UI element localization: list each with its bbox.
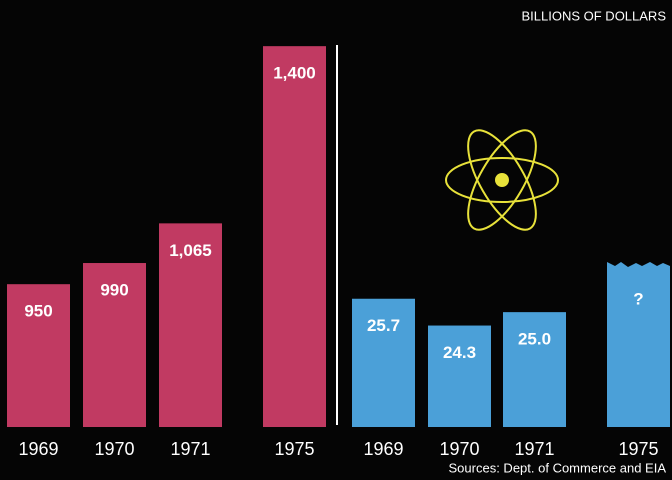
value-label: 990 (100, 281, 128, 300)
x-tick-label: 1970 (439, 439, 479, 459)
value-label: 1,400 (273, 64, 316, 83)
bar (263, 46, 326, 427)
atom-icon (445, 129, 559, 231)
value-label: 25.7 (367, 316, 400, 335)
bar (503, 312, 566, 427)
x-tick-label: 1969 (18, 439, 58, 459)
x-tick-label: 1971 (170, 439, 210, 459)
x-tick-label: 1971 (514, 439, 554, 459)
bar (83, 263, 146, 427)
bar (7, 284, 70, 427)
value-label: 25.0 (518, 330, 551, 349)
x-tick-label: 1975 (618, 439, 658, 459)
bar (428, 325, 491, 427)
bar (159, 223, 222, 427)
source-note: Sources: Dept. of Commerce and EIA (449, 460, 667, 475)
value-label: ? (633, 289, 643, 308)
value-label: 24.3 (443, 343, 476, 362)
bar (352, 298, 415, 427)
unknown-bar (607, 262, 670, 427)
value-label: 950 (24, 302, 52, 321)
x-tick-label: 1975 (274, 439, 314, 459)
chart-title: BILLIONS OF DOLLARS (522, 8, 667, 23)
value-label: 1,065 (169, 241, 212, 260)
x-tick-label: 1970 (94, 439, 134, 459)
x-tick-label: 1969 (363, 439, 403, 459)
